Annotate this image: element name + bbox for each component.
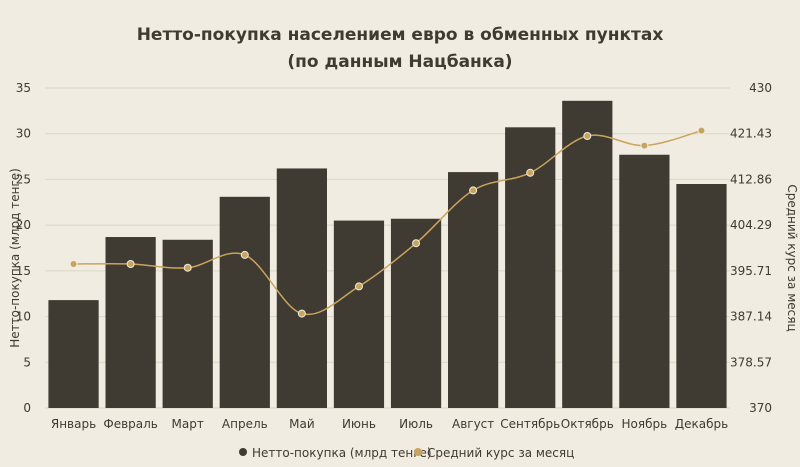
x-tick-label: Январь <box>51 417 96 431</box>
line-point <box>526 168 535 177</box>
left-tick-label: 0 <box>23 401 31 415</box>
chart-subtitle: (по данным Нацбанка) <box>287 52 512 72</box>
bar <box>676 184 727 408</box>
x-tick-label: Ноябрь <box>622 417 668 431</box>
right-tick-label: 421.43 <box>730 127 772 141</box>
right-tick-label: 430 <box>749 81 772 95</box>
left-axis-ticks: 0 5 10 15 20 25 30 35 <box>16 81 31 415</box>
left-tick-label: 5 <box>23 355 31 369</box>
x-tick-label: Декабрь <box>675 417 728 431</box>
bar <box>390 218 442 408</box>
line-point <box>640 141 649 150</box>
bar <box>448 172 499 408</box>
x-tick-label: Апрель <box>222 417 268 431</box>
line-point <box>583 132 592 140</box>
x-tick-label: Август <box>452 417 494 431</box>
legend-line-label: Средний курс за месяц <box>427 446 574 460</box>
x-tick-label: Октябрь <box>561 417 614 431</box>
line-point <box>240 250 249 259</box>
line-point <box>183 263 192 272</box>
legend-bar-label: Нетто-покупка (млрд тенге) <box>252 446 432 460</box>
line-point <box>697 126 706 135</box>
left-tick-label: 15 <box>16 264 31 278</box>
right-tick-label: 404.29 <box>730 218 772 232</box>
x-axis-ticks: Январь Февраль Март Апрель Май Июнь Июль Август… <box>51 417 728 431</box>
line-point <box>126 260 135 268</box>
line-point <box>354 282 363 291</box>
line-point <box>412 239 421 248</box>
left-tick-label: 35 <box>16 81 31 95</box>
gridlines <box>45 87 730 409</box>
line-point <box>469 186 478 195</box>
x-tick-label: Сентябрь <box>500 417 560 431</box>
bar <box>562 100 613 409</box>
bar <box>276 168 327 408</box>
bar <box>48 300 99 408</box>
x-tick-label: Март <box>172 417 204 431</box>
x-tick-label: Май <box>289 417 315 431</box>
chart-title: Нетто-покупка населением евро в обменных… <box>137 25 664 45</box>
bar <box>333 220 385 408</box>
left-axis-label: Нетто-покупка (млрд тенге) <box>8 168 22 348</box>
left-tick-label: 25 <box>16 172 31 186</box>
left-tick-label: 20 <box>16 218 31 232</box>
legend-bar-marker <box>239 448 247 456</box>
right-tick-label: 387.14 <box>730 310 772 324</box>
bar <box>219 196 270 408</box>
line-point <box>69 260 78 268</box>
left-tick-label: 30 <box>16 127 31 141</box>
bar <box>619 154 670 408</box>
right-axis-label: Средний курс за месяц <box>785 184 799 331</box>
bar-series <box>48 100 727 409</box>
legend: Нетто-покупка (млрд тенге) Средний курс … <box>239 446 574 460</box>
right-tick-label: 378.57 <box>730 355 772 369</box>
right-tick-label: 370 <box>749 401 772 415</box>
right-tick-label: 395.71 <box>730 264 772 278</box>
right-tick-label: 412.86 <box>730 172 772 186</box>
legend-line-marker <box>414 448 422 456</box>
line-point <box>297 309 306 318</box>
x-tick-label: Июль <box>399 417 433 431</box>
right-axis-ticks: 370 378.57 387.14 395.71 404.29 412.86 421.43 4… <box>730 81 772 415</box>
x-tick-label: Февраль <box>103 417 158 431</box>
line-series <box>69 126 706 318</box>
left-tick-label: 10 <box>16 310 31 324</box>
x-tick-label: Июнь <box>342 417 376 431</box>
